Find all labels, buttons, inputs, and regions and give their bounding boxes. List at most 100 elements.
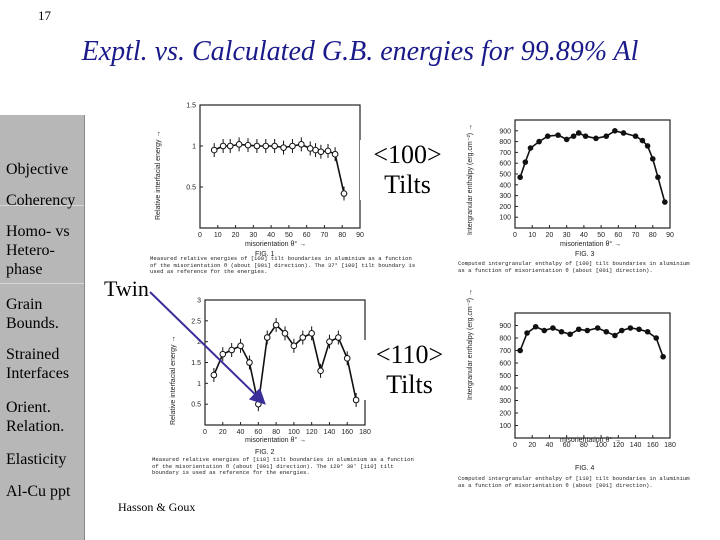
sidebar: Objective Coherency Homo- vs Hetero- pha… bbox=[0, 115, 85, 540]
twin-label: Twin bbox=[104, 276, 149, 301]
fig4-data-point bbox=[660, 353, 666, 360]
fig2-caption-box: Measured relative energies of [110] tilt… bbox=[152, 457, 414, 476]
fig2-data-point bbox=[326, 338, 333, 345]
fig1-xaxis-label: misorientation θ° → bbox=[245, 240, 306, 248]
tilts-100-line2: Tilts bbox=[384, 170, 431, 199]
fig1-xtick-label: 50 bbox=[285, 232, 293, 239]
fig3-data-point bbox=[517, 174, 523, 181]
fig2-frame bbox=[204, 299, 366, 426]
sidebar-divider bbox=[0, 205, 84, 206]
fig1-data-point bbox=[280, 144, 287, 151]
fig1-data-point bbox=[262, 142, 270, 150]
fig4-data-point bbox=[567, 331, 573, 338]
fig2-data-point bbox=[237, 342, 244, 350]
fig1-data-point bbox=[271, 142, 278, 150]
sidebar-item-al-cu-ppt[interactable]: Al-Cu ppt bbox=[6, 483, 71, 500]
sidebar-item-orient-relation[interactable]: Orient. Relation. bbox=[6, 399, 65, 435]
fig4-data-point bbox=[618, 327, 625, 334]
fig1-data-point bbox=[210, 146, 218, 154]
fig2-data-point bbox=[335, 334, 342, 341]
fig2-data-point bbox=[246, 359, 253, 366]
fig1-data-point bbox=[324, 147, 332, 155]
fig1-xtick-label: 30 bbox=[249, 232, 257, 239]
fig1-frame bbox=[199, 104, 361, 229]
fig4-data-point bbox=[575, 326, 582, 333]
fig4-data-point bbox=[636, 326, 642, 333]
fig2-xtick-label: 160 bbox=[341, 429, 353, 436]
fig3-ytick-label: 200 bbox=[499, 204, 511, 211]
fig3-data-point bbox=[649, 156, 656, 162]
tilts-110-line1: <110> bbox=[375, 340, 444, 369]
fig4-data-point bbox=[612, 332, 618, 339]
fig1-data-point bbox=[306, 145, 314, 152]
sidebar-divider bbox=[0, 283, 84, 284]
fig2-ytick-label: 2 bbox=[197, 339, 201, 346]
fig4-ytick-label: 400 bbox=[499, 386, 511, 393]
sidebar-item-objective[interactable]: Objective bbox=[6, 161, 69, 178]
fig1-data-point bbox=[340, 190, 348, 197]
slide-number: 17 bbox=[38, 8, 51, 23]
fig1-ytick-label: 0.5 bbox=[186, 185, 196, 192]
fig4-xtick-label: 160 bbox=[647, 442, 659, 449]
fig4-ytick-label: 900 bbox=[499, 323, 511, 330]
fig4-data-point bbox=[558, 328, 565, 335]
fig2-data-point bbox=[219, 350, 227, 358]
fig2-data-point bbox=[210, 371, 218, 379]
sidebar-item-coherency[interactable]: Coherency bbox=[6, 192, 76, 209]
fig1-xtick-label: 10 bbox=[214, 232, 222, 239]
fig3-xtick-label: 60 bbox=[614, 232, 622, 239]
fig2-data-point bbox=[272, 321, 280, 329]
fig2-xtick-label: 60 bbox=[254, 429, 262, 436]
tilts-100-label: <100> Tilts bbox=[360, 140, 455, 200]
sidebar-item-elasticity[interactable]: Elasticity bbox=[6, 451, 67, 468]
fig3-data-point bbox=[555, 132, 561, 138]
sidebar-item-strained-interfaces[interactable]: Strained Interfaces bbox=[6, 346, 70, 382]
fig4-xtick-label: 120 bbox=[612, 442, 624, 449]
fig1-data-point bbox=[298, 141, 305, 148]
fig4-ytick-label: 600 bbox=[499, 361, 511, 368]
fig2-xaxis-label: misorientation θ° → bbox=[245, 436, 306, 444]
fig2-xtick-label: 80 bbox=[272, 429, 280, 436]
fig4-data-point bbox=[550, 325, 556, 331]
fig3-data-point bbox=[544, 133, 551, 139]
fig3-ytick-label: 600 bbox=[499, 161, 511, 168]
fig4-ytick-label: 300 bbox=[499, 398, 511, 405]
fig1-xtick-label: 60 bbox=[303, 232, 311, 239]
fig3-xtick-label: 80 bbox=[649, 232, 657, 239]
fig3-data-point bbox=[575, 130, 582, 136]
fig4-yaxis-label: Intergranular enthalpy (erg.cm⁻²) → bbox=[467, 289, 474, 400]
fig4-ytick-label: 500 bbox=[499, 373, 511, 380]
tilts-110-line2: Tilts bbox=[386, 370, 433, 399]
fig2-data-point bbox=[308, 330, 315, 337]
tilts-110-label: <110> Tilts bbox=[362, 340, 457, 400]
fig4-xtick-label: 40 bbox=[546, 442, 554, 449]
fig2-yaxis-label: Relative interfacial energy → bbox=[170, 336, 177, 426]
sidebar-item-grain-bounds[interactable]: Grain Bounds. bbox=[6, 296, 59, 332]
fig2-xtick-label: 40 bbox=[237, 429, 245, 436]
fig4-data-point bbox=[532, 323, 539, 330]
sidebar-item-homo-hetero-phase[interactable]: Homo- vs Hetero- phase bbox=[6, 223, 70, 278]
fig3-ytick-label: 300 bbox=[499, 193, 511, 200]
fig3-data-point bbox=[620, 130, 627, 136]
chart-marks bbox=[210, 128, 668, 412]
fig4-data-point bbox=[541, 327, 548, 334]
fig4-ytick-label: 700 bbox=[499, 348, 511, 355]
fig2-label: FIG. 2 bbox=[255, 449, 275, 456]
fig1-data-point bbox=[235, 141, 243, 148]
fig3-data-point bbox=[655, 174, 661, 181]
fig3-ytick-label: 500 bbox=[499, 172, 511, 179]
fig4-data-point bbox=[524, 330, 530, 336]
fig2-data-point bbox=[352, 396, 360, 404]
fig4-caption-box: Computed intergranular enthalpy of [110]… bbox=[458, 476, 690, 489]
fig3-caption-box: Computed intergranular enthalpy of [100]… bbox=[458, 261, 690, 274]
fig3-ytick-label: 400 bbox=[499, 182, 511, 189]
credit-label: Hasson & Goux bbox=[118, 500, 196, 514]
fig3-frame bbox=[514, 119, 671, 229]
fig3-caption: Computed intergranular enthalpy of [100]… bbox=[458, 261, 690, 274]
fig2-data-point bbox=[290, 342, 298, 350]
fig4-caption: Computed intergranular enthalpy of [110]… bbox=[458, 476, 690, 489]
fig4-xtick-label: 60 bbox=[563, 442, 571, 449]
fig2-ytick-label: 2.5 bbox=[191, 318, 201, 325]
fig3-ytick-label: 900 bbox=[499, 128, 511, 135]
